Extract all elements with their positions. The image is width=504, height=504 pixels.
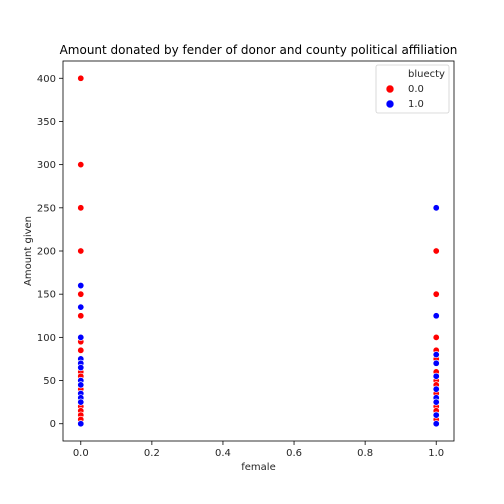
data-point [77, 420, 85, 428]
data-point [432, 411, 440, 419]
data-point [432, 351, 440, 359]
data-point [77, 381, 85, 389]
y-tick-label: 350 [37, 117, 56, 128]
data-points [77, 74, 440, 428]
data-point [77, 204, 85, 212]
y-tick-label: 150 [37, 290, 56, 301]
chart-title: Amount donated by fender of donor and co… [60, 43, 458, 57]
data-point [77, 312, 85, 320]
legend: bluecty 0.0 1.0 [375, 64, 450, 114]
legend-label-1: 1.0 [408, 99, 424, 110]
legend-title: bluecty [408, 69, 445, 80]
data-point [432, 420, 440, 428]
data-point [432, 290, 440, 298]
data-point [432, 312, 440, 320]
y-axis: 0 50 100 150 200 250 300 350 400 [37, 74, 63, 430]
data-point [77, 303, 85, 311]
y-tick-label: 0 [50, 419, 56, 430]
legend-marker-1 [385, 99, 395, 109]
data-point [77, 161, 85, 169]
x-tick-label: 0.6 [286, 448, 302, 459]
data-point [77, 364, 85, 372]
y-tick-label: 400 [37, 74, 56, 85]
x-axis: 0.0 0.2 0.4 0.6 0.8 1.0 [73, 441, 444, 459]
y-tick-label: 50 [43, 376, 56, 387]
data-point [77, 290, 85, 298]
plot-area [62, 60, 455, 442]
data-point [77, 247, 85, 255]
y-tick-label: 200 [37, 247, 56, 258]
x-tick-label: 0.2 [144, 448, 160, 459]
data-point [77, 398, 85, 406]
data-point [77, 346, 85, 354]
y-axis-label: Amount given [23, 216, 34, 286]
data-point [432, 385, 440, 393]
data-point [432, 204, 440, 212]
data-point [77, 74, 85, 82]
data-point [432, 247, 440, 255]
x-tick-label: 0.4 [215, 448, 231, 459]
data-point [432, 372, 440, 380]
x-tick-label: 0.8 [357, 448, 373, 459]
x-axis-label: female [241, 462, 275, 473]
legend-label-0: 0.0 [408, 84, 424, 95]
x-tick-label: 1.0 [428, 448, 444, 459]
legend-box [375, 64, 450, 114]
data-point [432, 359, 440, 367]
y-tick-label: 250 [37, 203, 56, 214]
y-tick-label: 300 [37, 160, 56, 171]
data-point [77, 282, 85, 290]
y-tick-label: 100 [37, 333, 56, 344]
data-point [77, 333, 85, 341]
data-point [432, 333, 440, 341]
data-point [432, 398, 440, 406]
x-tick-label: 0.0 [73, 448, 89, 459]
legend-marker-0 [385, 84, 395, 94]
